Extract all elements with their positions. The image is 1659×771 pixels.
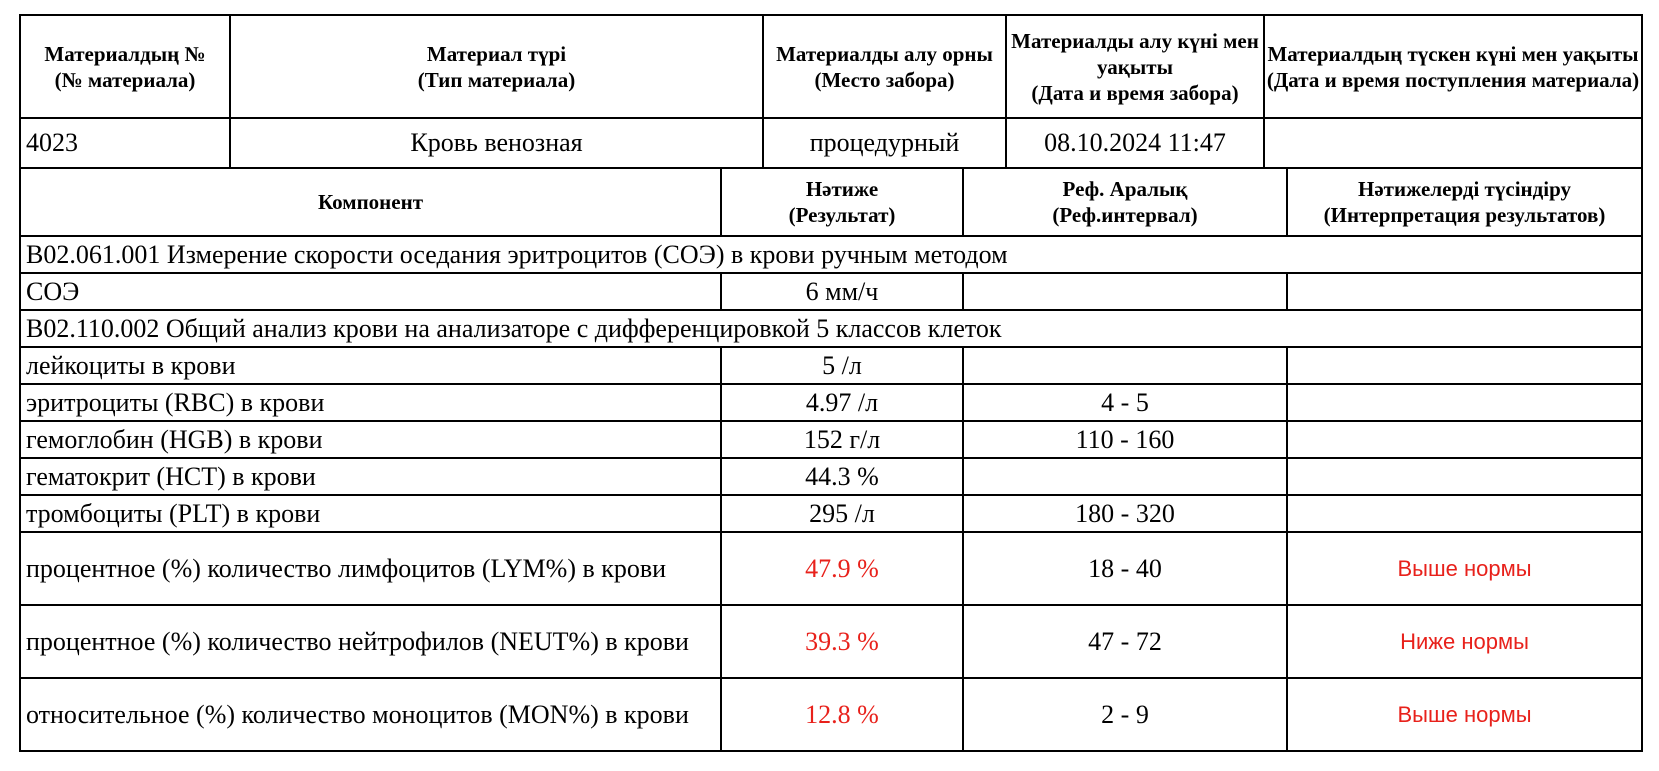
ref-interval: 2 - 9 bbox=[962, 677, 1288, 752]
result-value-abnormal: 47.9 % bbox=[720, 531, 964, 606]
component-name: тромбоциты (PLT) в крови bbox=[19, 494, 722, 533]
component-name: относительное (%) количество моноцитов (… bbox=[19, 677, 722, 752]
header-component: Компонент bbox=[19, 167, 722, 237]
ref-interval bbox=[962, 457, 1288, 496]
received-datetime bbox=[1263, 117, 1643, 169]
header-result: Нәтиже (Результат) bbox=[720, 167, 964, 237]
result-value: 4.97 /л bbox=[720, 383, 964, 422]
table-row-abnormal: относительное (%) количество моноцитов (… bbox=[19, 677, 1643, 752]
component-name: процентное (%) количество лимфоцитов (LY… bbox=[19, 531, 722, 606]
table-row: гематокрит (HCT) в крови 44.3 % bbox=[19, 457, 1643, 496]
result-value: 295 /л bbox=[720, 494, 964, 533]
interpretation bbox=[1286, 494, 1643, 533]
component-name: СОЭ bbox=[19, 272, 722, 311]
interpretation bbox=[1286, 346, 1643, 385]
section-row: B02.061.001 Измерение скорости оседания … bbox=[19, 235, 1643, 274]
interpretation-below-normal: Ниже нормы bbox=[1286, 604, 1643, 679]
collection-place: процедурный bbox=[762, 117, 1007, 169]
component-name: процентное (%) количество нейтрофилов (N… bbox=[19, 604, 722, 679]
ref-interval: 180 - 320 bbox=[962, 494, 1288, 533]
section-row: B02.110.002 Общий анализ крови на анализ… bbox=[19, 309, 1643, 348]
results-table: Компонент Нәтиже (Результат) Реф. Аралық… bbox=[19, 167, 1643, 752]
results-header-row: Компонент Нәтиже (Результат) Реф. Аралық… bbox=[19, 167, 1643, 237]
header-material-number: Материалдың № (№ материала) bbox=[19, 14, 231, 119]
ref-interval: 110 - 160 bbox=[962, 420, 1288, 459]
result-value-abnormal: 12.8 % bbox=[720, 677, 964, 752]
table-row: эритроциты (RBC) в крови 4.97 /л 4 - 5 bbox=[19, 383, 1643, 422]
ref-interval: 4 - 5 bbox=[962, 383, 1288, 422]
ref-interval bbox=[962, 346, 1288, 385]
table-row: лейкоциты в крови 5 /л bbox=[19, 346, 1643, 385]
ref-interval: 47 - 72 bbox=[962, 604, 1288, 679]
interpretation bbox=[1286, 383, 1643, 422]
result-value-abnormal: 39.3 % bbox=[720, 604, 964, 679]
header-collection-place: Материалды алу орны (Место забора) bbox=[762, 14, 1007, 119]
header-material-type: Материал түрі (Тип материала) bbox=[229, 14, 764, 119]
table-row: СОЭ 6 мм/ч bbox=[19, 272, 1643, 311]
result-value: 152 г/л bbox=[720, 420, 964, 459]
interpretation bbox=[1286, 420, 1643, 459]
interpretation-above-normal: Выше нормы bbox=[1286, 531, 1643, 606]
header-collection-datetime: Материалды алу күні мен уақыты (Дата и в… bbox=[1005, 14, 1265, 119]
header-received-datetime: Материалдың түскен күні мен уақыты (Дата… bbox=[1263, 14, 1643, 119]
material-info-table: Материалдың № (№ материала) Материал түр… bbox=[19, 14, 1643, 169]
table-row-abnormal: процентное (%) количество лимфоцитов (LY… bbox=[19, 531, 1643, 606]
interpretation bbox=[1286, 272, 1643, 311]
header-ref-interval: Реф. Аралық (Реф.интервал) bbox=[962, 167, 1288, 237]
component-name: гемоглобин (HGB) в крови bbox=[19, 420, 722, 459]
table-row: гемоглобин (HGB) в крови 152 г/л 110 - 1… bbox=[19, 420, 1643, 459]
table-row: тромбоциты (PLT) в крови 295 /л 180 - 32… bbox=[19, 494, 1643, 533]
header-interpretation: Нәтижелерді түсіндіру (Интерпретация рез… bbox=[1286, 167, 1643, 237]
result-value: 44.3 % bbox=[720, 457, 964, 496]
material-header-row: Материалдың № (№ материала) Материал түр… bbox=[19, 14, 1643, 119]
collection-datetime: 08.10.2024 11:47 bbox=[1005, 117, 1265, 169]
ref-interval bbox=[962, 272, 1288, 311]
component-name: эритроциты (RBC) в крови bbox=[19, 383, 722, 422]
interpretation-above-normal: Выше нормы bbox=[1286, 677, 1643, 752]
component-name: гематокрит (HCT) в крови bbox=[19, 457, 722, 496]
section-title-cbc: B02.110.002 Общий анализ крови на анализ… bbox=[19, 309, 1643, 348]
material-data-row: 4023 Кровь венозная процедурный 08.10.20… bbox=[19, 117, 1643, 169]
component-name: лейкоциты в крови bbox=[19, 346, 722, 385]
result-value: 6 мм/ч bbox=[720, 272, 964, 311]
table-row-abnormal: процентное (%) количество нейтрофилов (N… bbox=[19, 604, 1643, 679]
interpretation bbox=[1286, 457, 1643, 496]
material-type: Кровь венозная bbox=[229, 117, 764, 169]
section-title-esr: B02.061.001 Измерение скорости оседания … bbox=[19, 235, 1643, 274]
result-value: 5 /л bbox=[720, 346, 964, 385]
material-number: 4023 bbox=[19, 117, 231, 169]
ref-interval: 18 - 40 bbox=[962, 531, 1288, 606]
